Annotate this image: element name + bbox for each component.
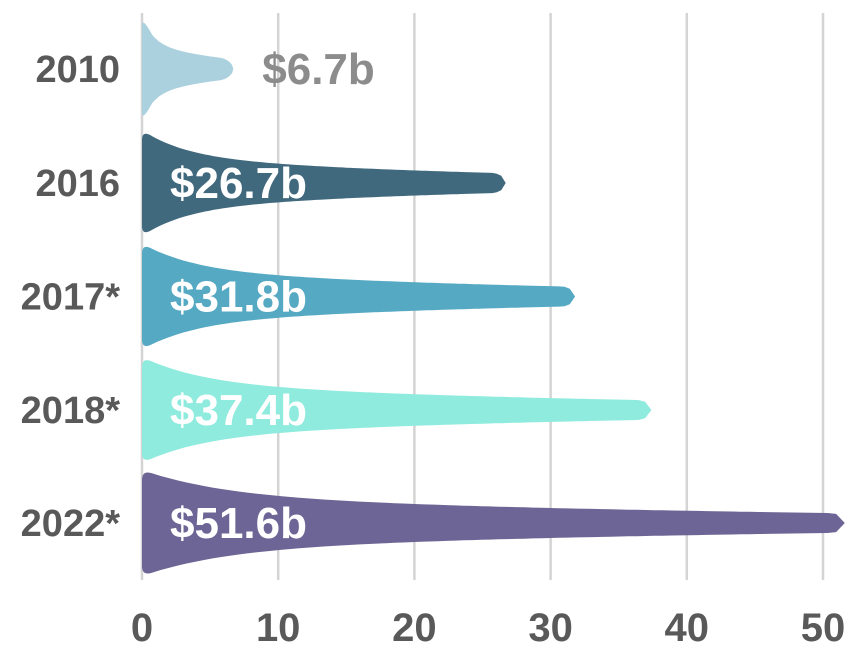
x-tick-label: 30 — [528, 606, 573, 650]
bar-2022 — [142, 472, 845, 574]
category-label: 2022* — [21, 503, 121, 545]
value-label: $51.6b — [170, 499, 307, 548]
bar-2017 — [142, 246, 576, 347]
x-tick-label: 20 — [392, 606, 437, 650]
value-label: $31.8b — [170, 273, 307, 322]
value-label: $26.7b — [170, 159, 307, 208]
bar-2010 — [142, 22, 234, 116]
bar-2018 — [142, 360, 652, 460]
x-tick-label: 40 — [665, 606, 710, 650]
x-tick-label: 10 — [256, 606, 301, 650]
value-label: $6.7b — [262, 45, 375, 94]
category-label: 2016 — [35, 163, 120, 205]
value-label: $37.4b — [170, 386, 307, 435]
category-label: 2017* — [21, 277, 121, 319]
category-label: 2018* — [21, 390, 121, 432]
x-tick-label: 50 — [801, 606, 846, 650]
bar-2016 — [142, 133, 506, 233]
x-tick-label: 0 — [131, 606, 153, 650]
category-label: 2010 — [35, 49, 120, 91]
